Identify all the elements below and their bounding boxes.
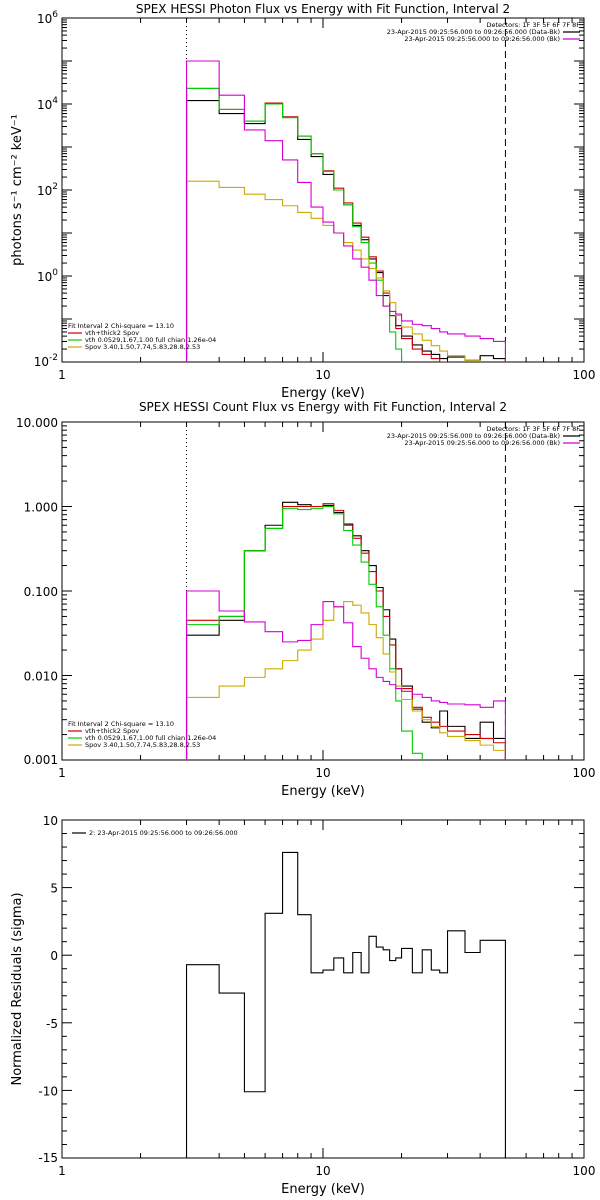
y-tick-label: 102 (37, 182, 58, 198)
legend-entry: 23-Apr-2015 09:25:56.000 to 09:26:56.000… (404, 439, 560, 447)
y-tick-label: 5 (50, 882, 58, 896)
fit-legend-entry: vth+thick2 Spov (85, 329, 139, 337)
chart-title: SPEX HESSI Photon Flux vs Energy with Fi… (136, 2, 510, 16)
y-tick-label: 0.001 (24, 753, 58, 767)
chart-title: SPEX HESSI Count Flux vs Energy with Fit… (139, 400, 507, 414)
series-line-3 (185, 180, 506, 362)
x-tick-label: 10 (315, 368, 330, 382)
series-line-2 (185, 505, 506, 760)
x-tick-label: 100 (573, 766, 596, 780)
x-tick-label: 1 (58, 766, 66, 780)
fit-legend-entry: vth 0.0529,1.67,1.00 full chian 1.26e-04 (85, 734, 216, 742)
y-tick-label: 10 (43, 814, 58, 828)
x-tick-label: 10 (315, 1164, 330, 1178)
x-axis-label: Energy (keV) (281, 386, 365, 401)
y-tick-label: 1.000 (24, 501, 58, 515)
photon-flux-y-axis-label: photons s⁻¹ cm⁻² keV⁻¹ (10, 114, 25, 266)
series-line-4 (185, 60, 506, 362)
x-tick-label: 100 (573, 368, 596, 382)
y-tick-label: 10.000 (16, 416, 58, 430)
y-tick-label: 10-2 (34, 353, 58, 369)
residuals-panel: 1 10 100 -15 -10 -5 0 5 10 Energy (keV) Normalized… (10, 814, 596, 1197)
series-line-3 (185, 601, 506, 760)
fit-legend-entry: vth 0.0529,1.67,1.00 full chian 1.26e-04 (85, 336, 216, 344)
x-axis-label: Energy (keV) (281, 1182, 365, 1197)
y-tick-label: 104 (37, 96, 58, 112)
y-tick-label: 0.100 (24, 585, 58, 599)
fit-legend-entry: Spov 3.40,1.50,7.74,5.83,28.8,2.53 (85, 343, 200, 351)
x-tick-label: 1 (58, 368, 66, 382)
series-line-0 (185, 501, 506, 760)
fit-legend-header: Fit Interval 2 Chi-square = 13.10 (68, 720, 174, 728)
y-tick-label: 0.010 (24, 670, 58, 684)
legend-entry: 23-Apr-2015 09:25:56.000 to 09:26:56.000… (387, 432, 560, 440)
series-line-4 (185, 590, 506, 760)
legend-entry: 23-Apr-2015 09:25:56.000 to 09:26:56.000… (387, 28, 560, 36)
legend-header: Detectors: 1F 3F 5F 6F 7F 8F (486, 425, 580, 433)
y-tick-label: -15 (38, 1151, 58, 1165)
photon-flux-panel: SPEX HESSI Photon Flux vs Energy with Fi… (10, 2, 596, 401)
series-line-1 (185, 503, 506, 760)
x-tick-label: 10 (315, 766, 330, 780)
fit-legend-entry: vth+thick2 Spov (85, 727, 139, 735)
legend-entry: 23-Apr-2015 09:25:56.000 to 09:26:56.000… (404, 35, 560, 43)
y-tick-label: -5 (46, 1017, 58, 1031)
residuals-y-axis-label: Normalized Residuals (sigma) (10, 892, 25, 1085)
y-tick-label: 106 (37, 10, 58, 26)
series-line-0 (185, 851, 506, 1158)
fit-legend-header: Fit Interval 2 Chi-square = 13.10 (68, 322, 174, 330)
legend-header: Detectors: 1F 3F 5F 6F 7F 8F (486, 21, 580, 29)
y-tick-label: 0 (50, 949, 58, 963)
y-tick-label: -10 (38, 1084, 58, 1098)
series-line-1 (185, 87, 506, 362)
residual-legend-entry: 2: 23-Apr-2015 09:25:56.000 to 09:26:56.… (89, 829, 238, 837)
series-line-2 (185, 87, 506, 362)
x-axis-label: Energy (keV) (281, 784, 365, 799)
fit-legend-entry: Spov 3.40,1.50,7.74,5.83,28.8,2.53 (85, 741, 200, 749)
x-tick-label: 1 (58, 1164, 66, 1178)
x-tick-label: 100 (573, 1164, 596, 1178)
count-flux-panel: SPEX HESSI Count Flux vs Energy with Fit… (16, 400, 596, 799)
series-line-0 (185, 100, 506, 362)
y-tick-label: 100 (37, 268, 58, 284)
